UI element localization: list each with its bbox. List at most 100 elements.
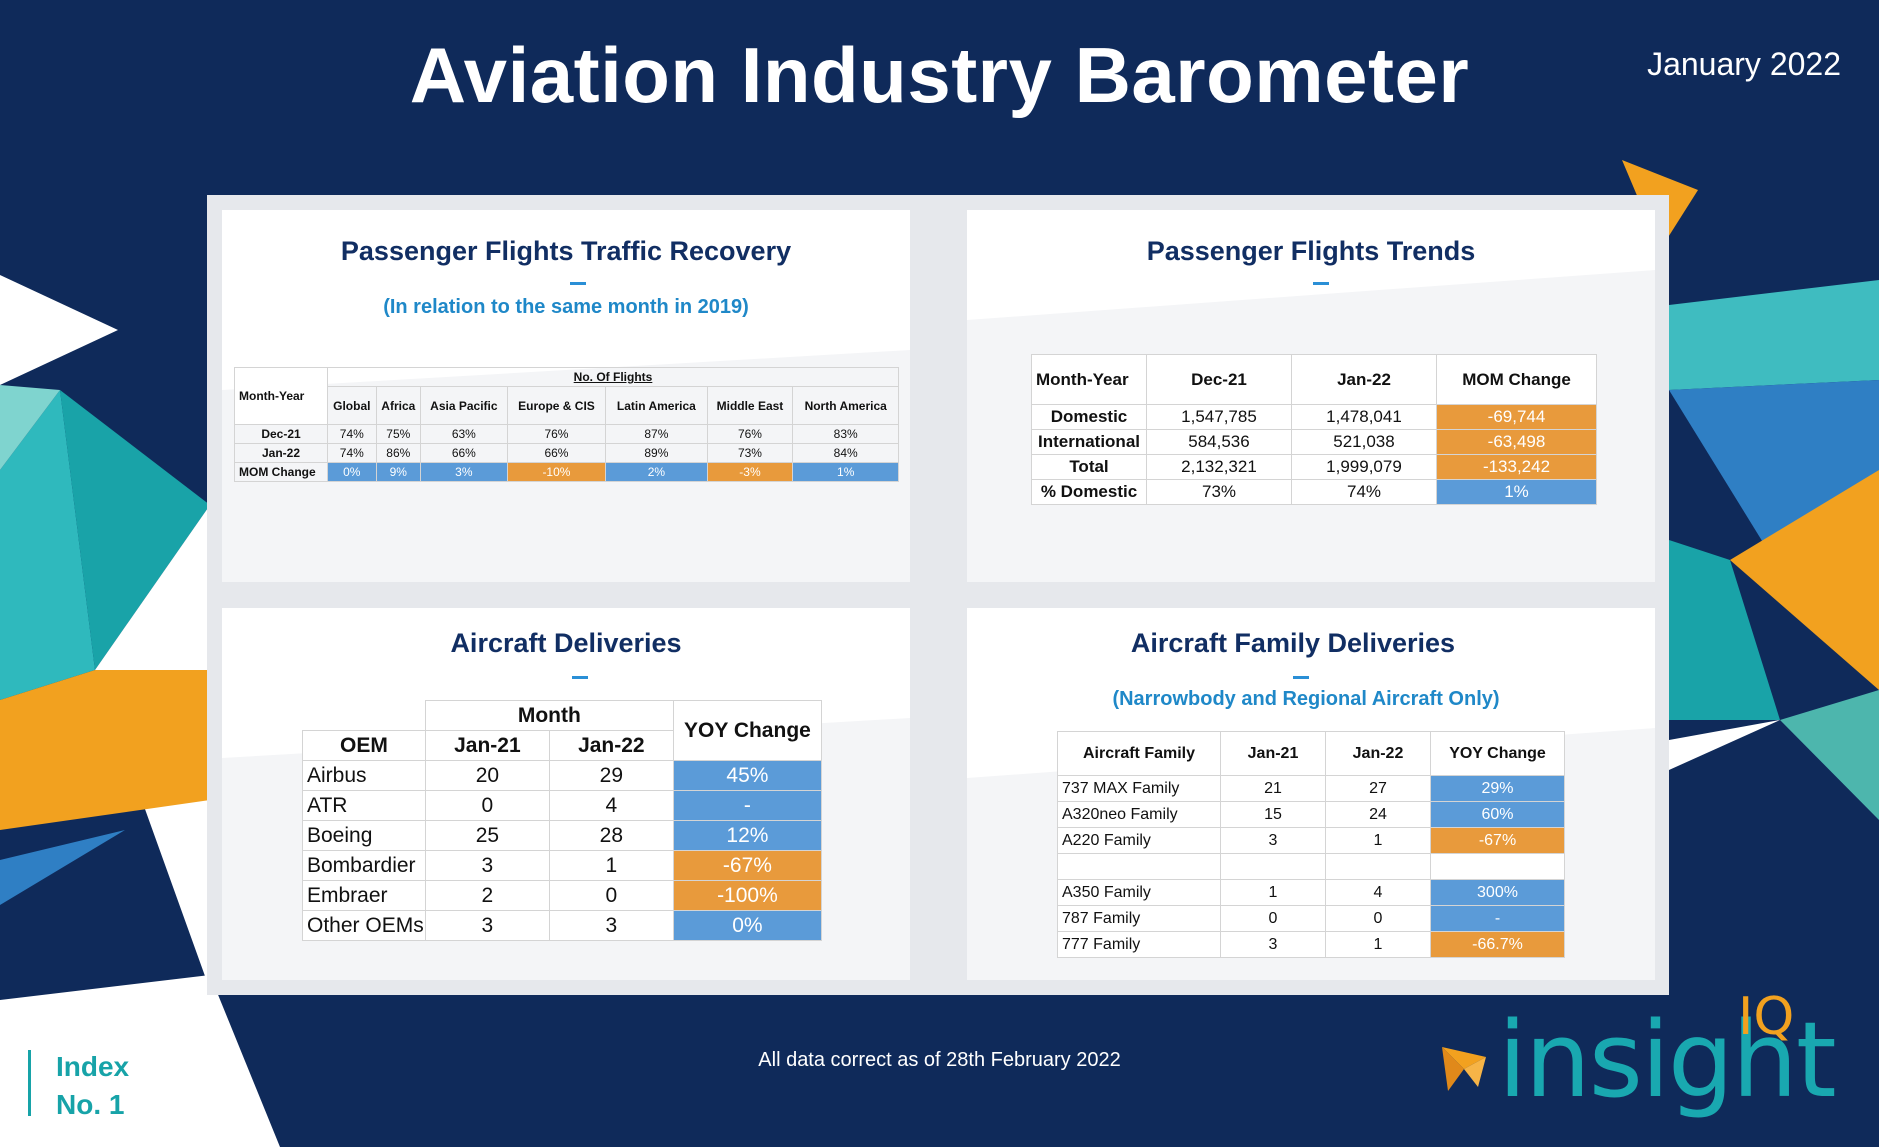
row-label: MOM Change bbox=[234, 462, 328, 482]
change-cell: -100% bbox=[672, 880, 823, 911]
table-row: 737 MAX Family 21 27 29% bbox=[1057, 775, 1565, 802]
table-cell: 63% bbox=[420, 424, 508, 444]
table-cell: 84% bbox=[792, 443, 899, 463]
table-cell: 1 bbox=[548, 850, 674, 881]
column-header: Africa bbox=[375, 386, 422, 425]
table-cell: 29 bbox=[548, 760, 674, 791]
oem-cell: Boeing bbox=[302, 820, 426, 851]
traffic-recovery-table: Month-Year No. Of Flights Global Africa … bbox=[234, 367, 899, 482]
family-cell: A320neo Family bbox=[1057, 801, 1221, 828]
column-header: Jan-21 bbox=[1220, 731, 1326, 776]
oem-cell: Airbus bbox=[302, 760, 426, 791]
table-cell: 25 bbox=[424, 820, 550, 851]
logo-wordmark: insight bbox=[1498, 999, 1837, 1121]
table-cell: 0 bbox=[548, 880, 674, 911]
table-row: A220 Family 3 1 -67% bbox=[1057, 827, 1565, 854]
aircraft-deliveries-panel: Aircraft Deliveries Month YOY Change OEM… bbox=[222, 608, 910, 980]
table-row: 787 Family 0 0 - bbox=[1057, 905, 1565, 932]
data-as-of-note: All data correct as of 28th February 202… bbox=[758, 1049, 1121, 1071]
group-header: No. Of Flights bbox=[327, 367, 899, 387]
traffic-recovery-panel: Passenger Flights Traffic Recovery (In r… bbox=[222, 210, 910, 582]
change-cell: 1% bbox=[1436, 479, 1597, 505]
empty-header-cell bbox=[302, 700, 426, 731]
table-cell: 89% bbox=[605, 443, 708, 463]
change-cell: -66.7% bbox=[1430, 931, 1565, 958]
row-label: Total bbox=[1031, 454, 1147, 480]
table-cell: 1 bbox=[1325, 931, 1431, 958]
table-row: Bombardier 3 1 -67% bbox=[302, 850, 823, 881]
column-header: OEM bbox=[302, 730, 426, 761]
oem-cell: Bombardier bbox=[302, 850, 426, 881]
table-cell: 20 bbox=[424, 760, 550, 791]
table-cell: 86% bbox=[375, 443, 422, 463]
insight-iq-logo: insight IQ bbox=[1438, 987, 1838, 1125]
change-cell: 9% bbox=[375, 462, 422, 482]
flight-trends-panel: Passenger Flights Trends Month-Year Dec-… bbox=[967, 210, 1655, 582]
table-cell: 0 bbox=[424, 790, 550, 821]
panel-title: Aircraft Deliveries bbox=[450, 628, 682, 658]
panel-title: Passenger Flights Traffic Recovery bbox=[340, 236, 792, 266]
table-cell: 73% bbox=[1146, 479, 1292, 505]
table-cell: 74% bbox=[327, 424, 377, 444]
column-header: Asia Pacific bbox=[420, 386, 508, 425]
column-header: Jan-22 bbox=[548, 730, 674, 761]
table-row: ATR 0 4 - bbox=[302, 790, 823, 821]
table-row: Embraer 2 0 -100% bbox=[302, 880, 823, 911]
change-cell: -10% bbox=[506, 462, 607, 482]
table-cell: 15 bbox=[1220, 801, 1326, 828]
oem-cell: Embraer bbox=[302, 880, 426, 911]
panel-title: Aircraft Family Deliveries bbox=[1130, 628, 1456, 658]
table-row: Total 2,132,321 1,999,079 -133,242 bbox=[1031, 454, 1597, 480]
table-cell: 521,038 bbox=[1291, 429, 1437, 455]
table-cell: 3 bbox=[424, 850, 550, 881]
table-cell: 87% bbox=[605, 424, 708, 444]
table-cell: 3 bbox=[1220, 827, 1326, 854]
table-row: Airbus 20 29 45% bbox=[302, 760, 823, 791]
column-header: Jan-22 bbox=[1291, 354, 1437, 405]
table-row: Jan-22 74% 86% 66% 66% 89% 73% 84% bbox=[234, 443, 899, 463]
family-cell: 777 Family bbox=[1057, 931, 1221, 958]
column-header: North America bbox=[792, 386, 899, 425]
table-cell bbox=[1430, 853, 1565, 880]
table-cell: 1,999,079 bbox=[1291, 454, 1437, 480]
table-row: A350 Family 1 4 300% bbox=[1057, 879, 1565, 906]
table-cell: 73% bbox=[706, 443, 794, 463]
column-header: Global bbox=[327, 386, 377, 425]
column-header: Jan-22 bbox=[1325, 731, 1431, 776]
table-cell: 24 bbox=[1325, 801, 1431, 828]
change-cell: -63,498 bbox=[1436, 429, 1597, 455]
table-cell: 2 bbox=[424, 880, 550, 911]
change-cell: 1% bbox=[792, 462, 899, 482]
change-cell: 0% bbox=[672, 910, 823, 941]
oem-cell: Other OEMs bbox=[302, 910, 426, 941]
table-cell: 76% bbox=[506, 424, 607, 444]
index-line-2: No. 1 bbox=[56, 1089, 125, 1120]
page-title: Aviation Industry Barometer bbox=[409, 31, 1470, 119]
table-cell: 0 bbox=[1325, 905, 1431, 932]
column-header: Europe & CIS bbox=[506, 386, 607, 425]
row-label: International bbox=[1031, 429, 1147, 455]
table-cell: 75% bbox=[375, 424, 422, 444]
change-cell: -3% bbox=[706, 462, 794, 482]
table-cell: 3 bbox=[1220, 931, 1326, 958]
table-cell: 66% bbox=[506, 443, 607, 463]
table-cell: 21 bbox=[1220, 775, 1326, 802]
table-cell: 83% bbox=[792, 424, 899, 444]
change-cell: 2% bbox=[605, 462, 708, 482]
oem-cell: ATR bbox=[302, 790, 426, 821]
family-deliveries-table: Aircraft Family Jan-21 Jan-22 YOY Change… bbox=[1057, 731, 1565, 958]
index-accent-bar bbox=[28, 1050, 31, 1116]
table-cell: 1,478,041 bbox=[1291, 404, 1437, 430]
table-cell: 4 bbox=[1325, 879, 1431, 906]
table-cell: 76% bbox=[706, 424, 794, 444]
title-divider bbox=[570, 282, 586, 285]
table-row: % Domestic 73% 74% 1% bbox=[1031, 479, 1597, 505]
row-label: % Domestic bbox=[1031, 479, 1147, 505]
table-cell: 74% bbox=[1291, 479, 1437, 505]
index-label: Index No. 1 bbox=[56, 1048, 129, 1124]
table-cell: 28 bbox=[548, 820, 674, 851]
table-cell: 0 bbox=[1220, 905, 1326, 932]
table-row: 777 Family 3 1 -66.7% bbox=[1057, 931, 1565, 958]
table-cell: 74% bbox=[327, 443, 377, 463]
